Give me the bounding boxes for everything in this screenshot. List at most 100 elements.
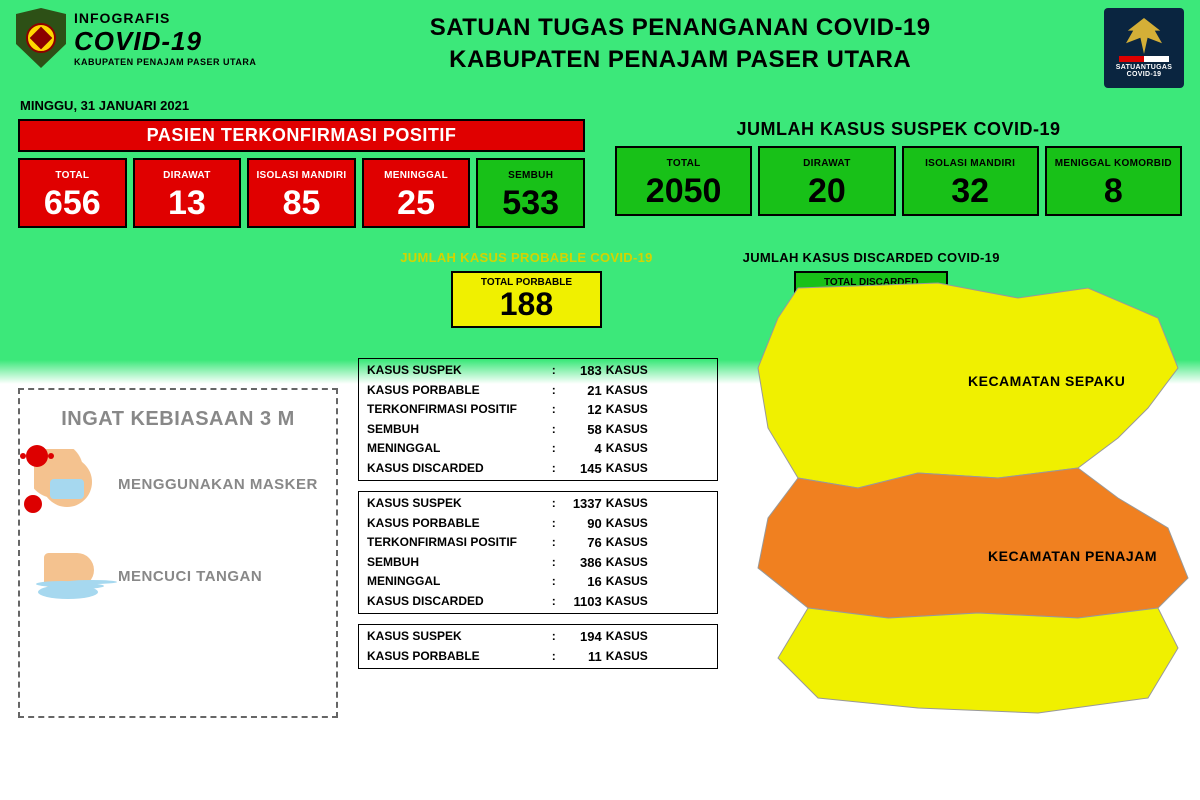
table-row: KASUS PORBABLE:90KASUS xyxy=(359,514,717,534)
row-key: SEMBUH xyxy=(367,553,548,573)
stat-value: 20 xyxy=(762,174,891,208)
stat-value: 25 xyxy=(366,186,467,220)
tip-mask: MENGGUNAKAN MASKER xyxy=(34,449,322,519)
table-row: KASUS PORBABLE:11KASUS xyxy=(359,647,717,667)
row-unit: KASUS xyxy=(606,553,709,573)
tip-mask-label: MENGGUNAKAN MASKER xyxy=(118,476,318,493)
positive-title: PASIEN TERKONFIRMASI POSITIF xyxy=(18,119,585,152)
stat-label: DIRAWAT xyxy=(137,164,238,186)
row-key: KASUS SUSPEK xyxy=(367,627,548,647)
row-value: 194 xyxy=(560,627,606,647)
row-key: MENINGGAL xyxy=(367,439,548,459)
title-2: KABUPATEN PENAJAM PASER UTARA xyxy=(256,46,1104,74)
district-table: KASUS SUSPEK:194KASUSKASUS PORBABLE:11KA… xyxy=(358,624,718,669)
row-unit: KASUS xyxy=(606,514,709,534)
row-unit: KASUS xyxy=(606,627,709,647)
row-value: 90 xyxy=(560,514,606,534)
report-date: MINGGU, 31 JANUARI 2021 xyxy=(0,96,1200,119)
table-row: SEMBUH:386KASUS xyxy=(359,553,717,573)
row-key: KASUS SUSPEK xyxy=(367,494,548,514)
title-1: SATUAN TUGAS PENANGANAN COVID-19 xyxy=(256,14,1104,42)
bottom-section: INGAT KEBIASAAN 3 M MENGGUNAKAN MASKER M… xyxy=(0,328,1200,718)
row-unit: KASUS xyxy=(606,361,709,381)
district-table: KASUS SUSPEK:1337KASUSKASUS PORBABLE:90K… xyxy=(358,491,718,614)
table-row: KASUS SUSPEK:194KASUS xyxy=(359,627,717,647)
row-value: 12 xyxy=(560,400,606,420)
row-value: 1103 xyxy=(560,592,606,612)
row-key: KASUS PORBABLE xyxy=(367,647,548,667)
tips-title: INGAT KEBIASAAN 3 M xyxy=(34,408,322,431)
stat-label: ISOLASI MANDIRI xyxy=(906,152,1035,174)
positive-stats: TOTAL656DIRAWAT13ISOLASI MANDIRI85MENING… xyxy=(18,158,585,228)
handwash-icon xyxy=(34,541,104,611)
row-value: 21 xyxy=(560,381,606,401)
row-key: KASUS DISCARDED xyxy=(367,459,548,479)
row-unit: KASUS xyxy=(606,572,709,592)
row-unit: KASUS xyxy=(606,420,709,440)
table-row: KASUS SUSPEK:183KASUS xyxy=(359,361,717,381)
stat-value: 8 xyxy=(1049,174,1178,208)
row-key: KASUS DISCARDED xyxy=(367,592,548,612)
row-key: SEMBUH xyxy=(367,420,548,440)
map-label-sepaku: KECAMATAN SEPAKU xyxy=(968,373,1125,389)
stat-label: MENIGGAL KOMORBID xyxy=(1049,152,1178,174)
logo-line1: INFOGRAFIS xyxy=(74,10,256,26)
table-row: KASUS PORBABLE:21KASUS xyxy=(359,381,717,401)
row-key: KASUS PORBABLE xyxy=(367,381,548,401)
main-title: SATUAN TUGAS PENANGANAN COVID-19 KABUPAT… xyxy=(256,14,1104,74)
row-unit: KASUS xyxy=(606,533,709,553)
row-value: 386 xyxy=(560,553,606,573)
stat-box: TOTAL2050 xyxy=(615,146,752,216)
stat-label: SEMBUH xyxy=(480,164,581,186)
row-unit: KASUS xyxy=(606,592,709,612)
discarded-title: JUMLAH KASUS DISCARDED COVID-19 xyxy=(743,250,1000,265)
region-penajam xyxy=(758,468,1188,618)
row-unit: KASUS xyxy=(606,439,709,459)
tip-wash-label: MENCUCI TANGAN xyxy=(118,568,262,585)
stat-label: ISOLASI MANDIRI xyxy=(251,164,352,186)
row-value: 1337 xyxy=(560,494,606,514)
stat-value: 32 xyxy=(906,174,1035,208)
stat-box: ISOLASI MANDIRI85 xyxy=(247,158,356,228)
virus-icon xyxy=(24,495,42,513)
table-row: TERKONFIRMASI POSITIF:12KASUS xyxy=(359,400,717,420)
row-key: KASUS SUSPEK xyxy=(367,361,548,381)
stat-box: DIRAWAT13 xyxy=(133,158,242,228)
stat-box: SEMBUH533 xyxy=(476,158,585,228)
logo-left: INFOGRAFIS COVID-19 KABUPATEN PENAJAM PA… xyxy=(16,8,256,68)
virus-icon xyxy=(26,445,48,467)
probable-value: 188 xyxy=(481,288,572,320)
row-value: 16 xyxy=(560,572,606,592)
row-unit: KASUS xyxy=(606,400,709,420)
district-table: KASUS SUSPEK:183KASUSKASUS PORBABLE:21KA… xyxy=(358,358,718,481)
badge-text: SATUANTUGAS COVID-19 xyxy=(1104,64,1184,78)
row-unit: KASUS xyxy=(606,647,709,667)
table-row: MENINGGAL:16KASUS xyxy=(359,572,717,592)
table-row: KASUS DISCARDED:1103KASUS xyxy=(359,592,717,612)
map-svg xyxy=(738,278,1198,718)
logo-line2: COVID-19 xyxy=(74,26,256,57)
taskforce-badge: SATUANTUGAS COVID-19 xyxy=(1104,8,1184,88)
positive-section: PASIEN TERKONFIRMASI POSITIF TOTAL656DIR… xyxy=(18,119,585,228)
stat-value: 533 xyxy=(480,186,581,220)
stat-value: 656 xyxy=(22,186,123,220)
stat-label: MENINGGAL xyxy=(366,164,467,186)
table-row: MENINGGAL:4KASUS xyxy=(359,439,717,459)
row-unit: KASUS xyxy=(606,494,709,514)
regional-shield-icon xyxy=(16,8,66,68)
row-value: 4 xyxy=(560,439,606,459)
probable-box: JUMLAH KASUS PROBABLE COVID-19 TOTAL POR… xyxy=(400,250,652,328)
row-key: TERKONFIRMASI POSITIF xyxy=(367,533,548,553)
probable-stat: TOTAL PORBABLE 188 xyxy=(451,271,602,328)
table-row: SEMBUH:58KASUS xyxy=(359,420,717,440)
stat-value: 2050 xyxy=(619,174,748,208)
stat-box: DIRAWAT20 xyxy=(758,146,895,216)
table-row: TERKONFIRMASI POSITIF:76KASUS xyxy=(359,533,717,553)
map-label-penajam: KECAMATAN PENAJAM xyxy=(988,548,1157,564)
mask-icon xyxy=(34,449,104,519)
row-unit: KASUS xyxy=(606,381,709,401)
stat-box: ISOLASI MANDIRI32 xyxy=(902,146,1039,216)
suspect-section: JUMLAH KASUS SUSPEK COVID-19 TOTAL2050DI… xyxy=(615,119,1182,228)
row-value: 11 xyxy=(560,647,606,667)
row-value: 58 xyxy=(560,420,606,440)
